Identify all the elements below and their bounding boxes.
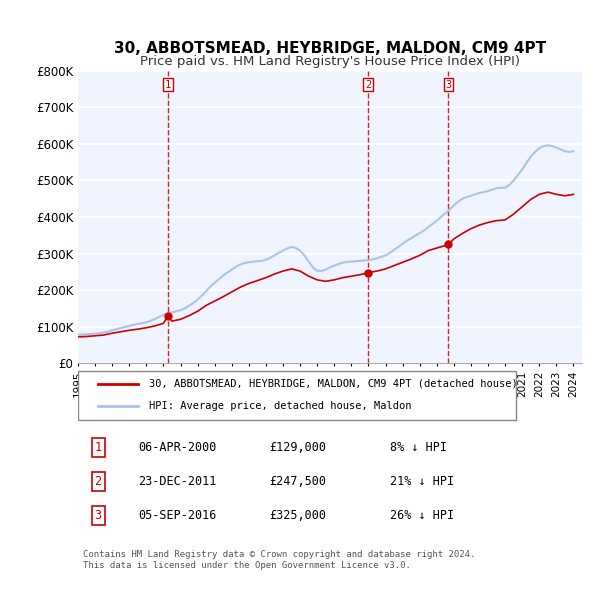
Text: Contains HM Land Registry data © Crown copyright and database right 2024.
This d: Contains HM Land Registry data © Crown c… — [83, 550, 475, 570]
Text: 21% ↓ HPI: 21% ↓ HPI — [391, 475, 455, 488]
Text: 8% ↓ HPI: 8% ↓ HPI — [391, 441, 448, 454]
Text: 3: 3 — [95, 509, 102, 522]
Text: 05-SEP-2016: 05-SEP-2016 — [139, 509, 217, 522]
Text: £129,000: £129,000 — [269, 441, 326, 454]
Text: 30, ABBOTSMEAD, HEYBRIDGE, MALDON, CM9 4PT (detached house): 30, ABBOTSMEAD, HEYBRIDGE, MALDON, CM9 4… — [149, 379, 517, 389]
Text: HPI: Average price, detached house, Maldon: HPI: Average price, detached house, Mald… — [149, 402, 411, 411]
Text: 3: 3 — [445, 80, 452, 90]
Text: 26% ↓ HPI: 26% ↓ HPI — [391, 509, 455, 522]
Text: 2: 2 — [365, 80, 371, 90]
Text: 2: 2 — [95, 475, 102, 488]
Text: 23-DEC-2011: 23-DEC-2011 — [139, 475, 217, 488]
Text: 1: 1 — [95, 441, 102, 454]
Text: 30, ABBOTSMEAD, HEYBRIDGE, MALDON, CM9 4PT: 30, ABBOTSMEAD, HEYBRIDGE, MALDON, CM9 4… — [114, 41, 546, 56]
Text: £325,000: £325,000 — [269, 509, 326, 522]
FancyBboxPatch shape — [78, 372, 517, 420]
Text: £247,500: £247,500 — [269, 475, 326, 488]
Text: 06-APR-2000: 06-APR-2000 — [139, 441, 217, 454]
Text: Price paid vs. HM Land Registry's House Price Index (HPI): Price paid vs. HM Land Registry's House … — [140, 55, 520, 68]
Text: 1: 1 — [165, 80, 171, 90]
